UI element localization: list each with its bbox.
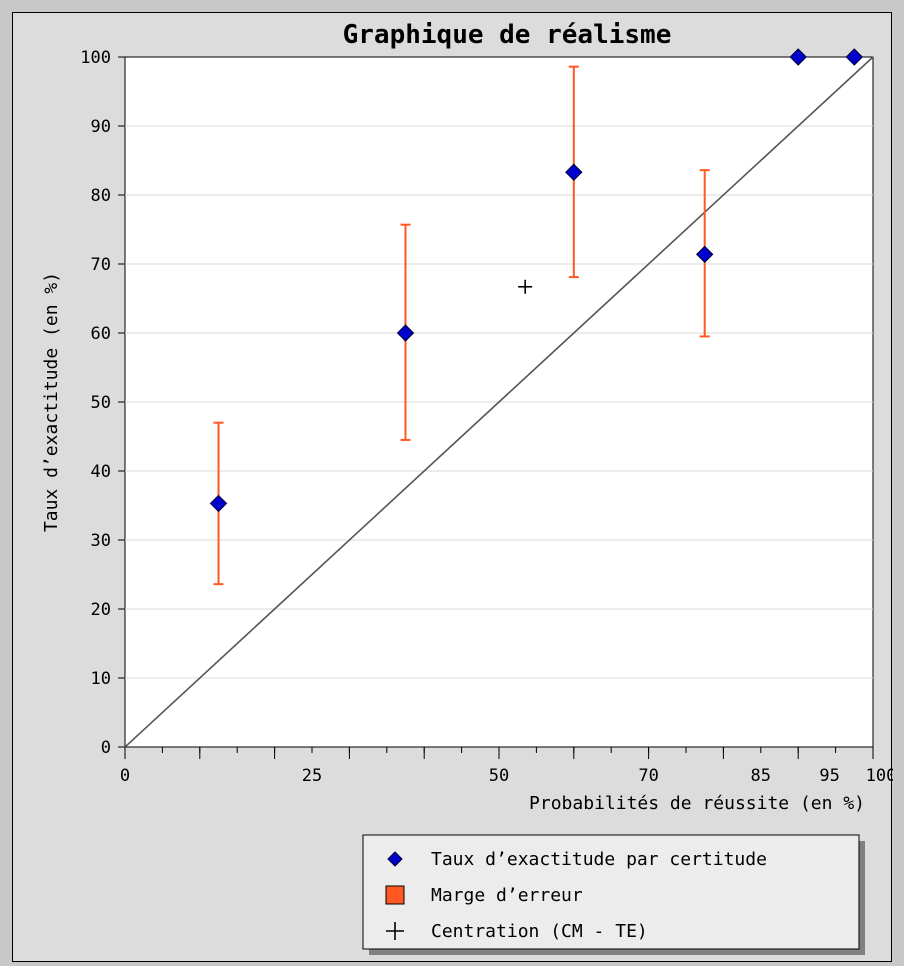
chart-svg: Graphique de réalisme 0 10 20 30 40 50 60 70 80 90…: [41, 20, 893, 955]
y-tick-label: 90: [91, 117, 111, 137]
y-tick-label: 40: [91, 462, 111, 482]
x-tick-label: 70: [638, 766, 658, 786]
y-tick-label: 0: [101, 738, 111, 758]
x-axis-title: Probabilités de réussite (en %): [529, 793, 865, 814]
y-tick-label: 50: [91, 393, 111, 413]
y-tick-label: 80: [91, 186, 111, 206]
y-tick-label: 10: [91, 669, 111, 689]
y-tick-label: 30: [91, 531, 111, 551]
data-point-diamond: [209, 494, 228, 513]
data-point-diamond: [695, 245, 714, 264]
chart-title: Graphique de réalisme: [343, 20, 672, 50]
reference-line: [124, 56, 874, 748]
x-tick-label: 25: [302, 766, 322, 786]
x-tick-label: 0: [120, 766, 130, 786]
x-tick-label: 50: [489, 766, 509, 786]
legend-box: [362, 834, 860, 950]
legend-diamond-icon: [387, 851, 403, 867]
y-tick-label: 60: [91, 324, 111, 344]
data-point-diamond: [396, 324, 415, 342]
chart-frame: Graphique de réalisme 0 10 20 30 40 50 60 70 80 90…: [12, 12, 893, 962]
legend-label-error: Marge d’erreur: [431, 885, 583, 906]
x-tick-label: 85: [751, 766, 771, 786]
legend-plus-icon: [386, 922, 404, 940]
legend-label-plus: Centration (CM - TE): [431, 921, 648, 942]
centration-marker: [518, 279, 533, 294]
data-point-diamond: [789, 48, 807, 66]
data-point-diamond: [565, 163, 583, 181]
y-tick-label: 20: [91, 600, 111, 620]
legend-label-diamond: Taux d’exactitude par certitude: [431, 849, 767, 870]
x-tick-label: 95: [819, 766, 839, 786]
y-axis-title: Taux d’exactitude (en %): [41, 272, 62, 532]
x-tick-label: 100: [866, 766, 893, 786]
y-tick-label: 100: [80, 48, 111, 68]
data-point-diamond: [845, 48, 864, 66]
legend-errorbar-icon: [385, 885, 405, 905]
y-tick-label: 70: [91, 255, 111, 275]
